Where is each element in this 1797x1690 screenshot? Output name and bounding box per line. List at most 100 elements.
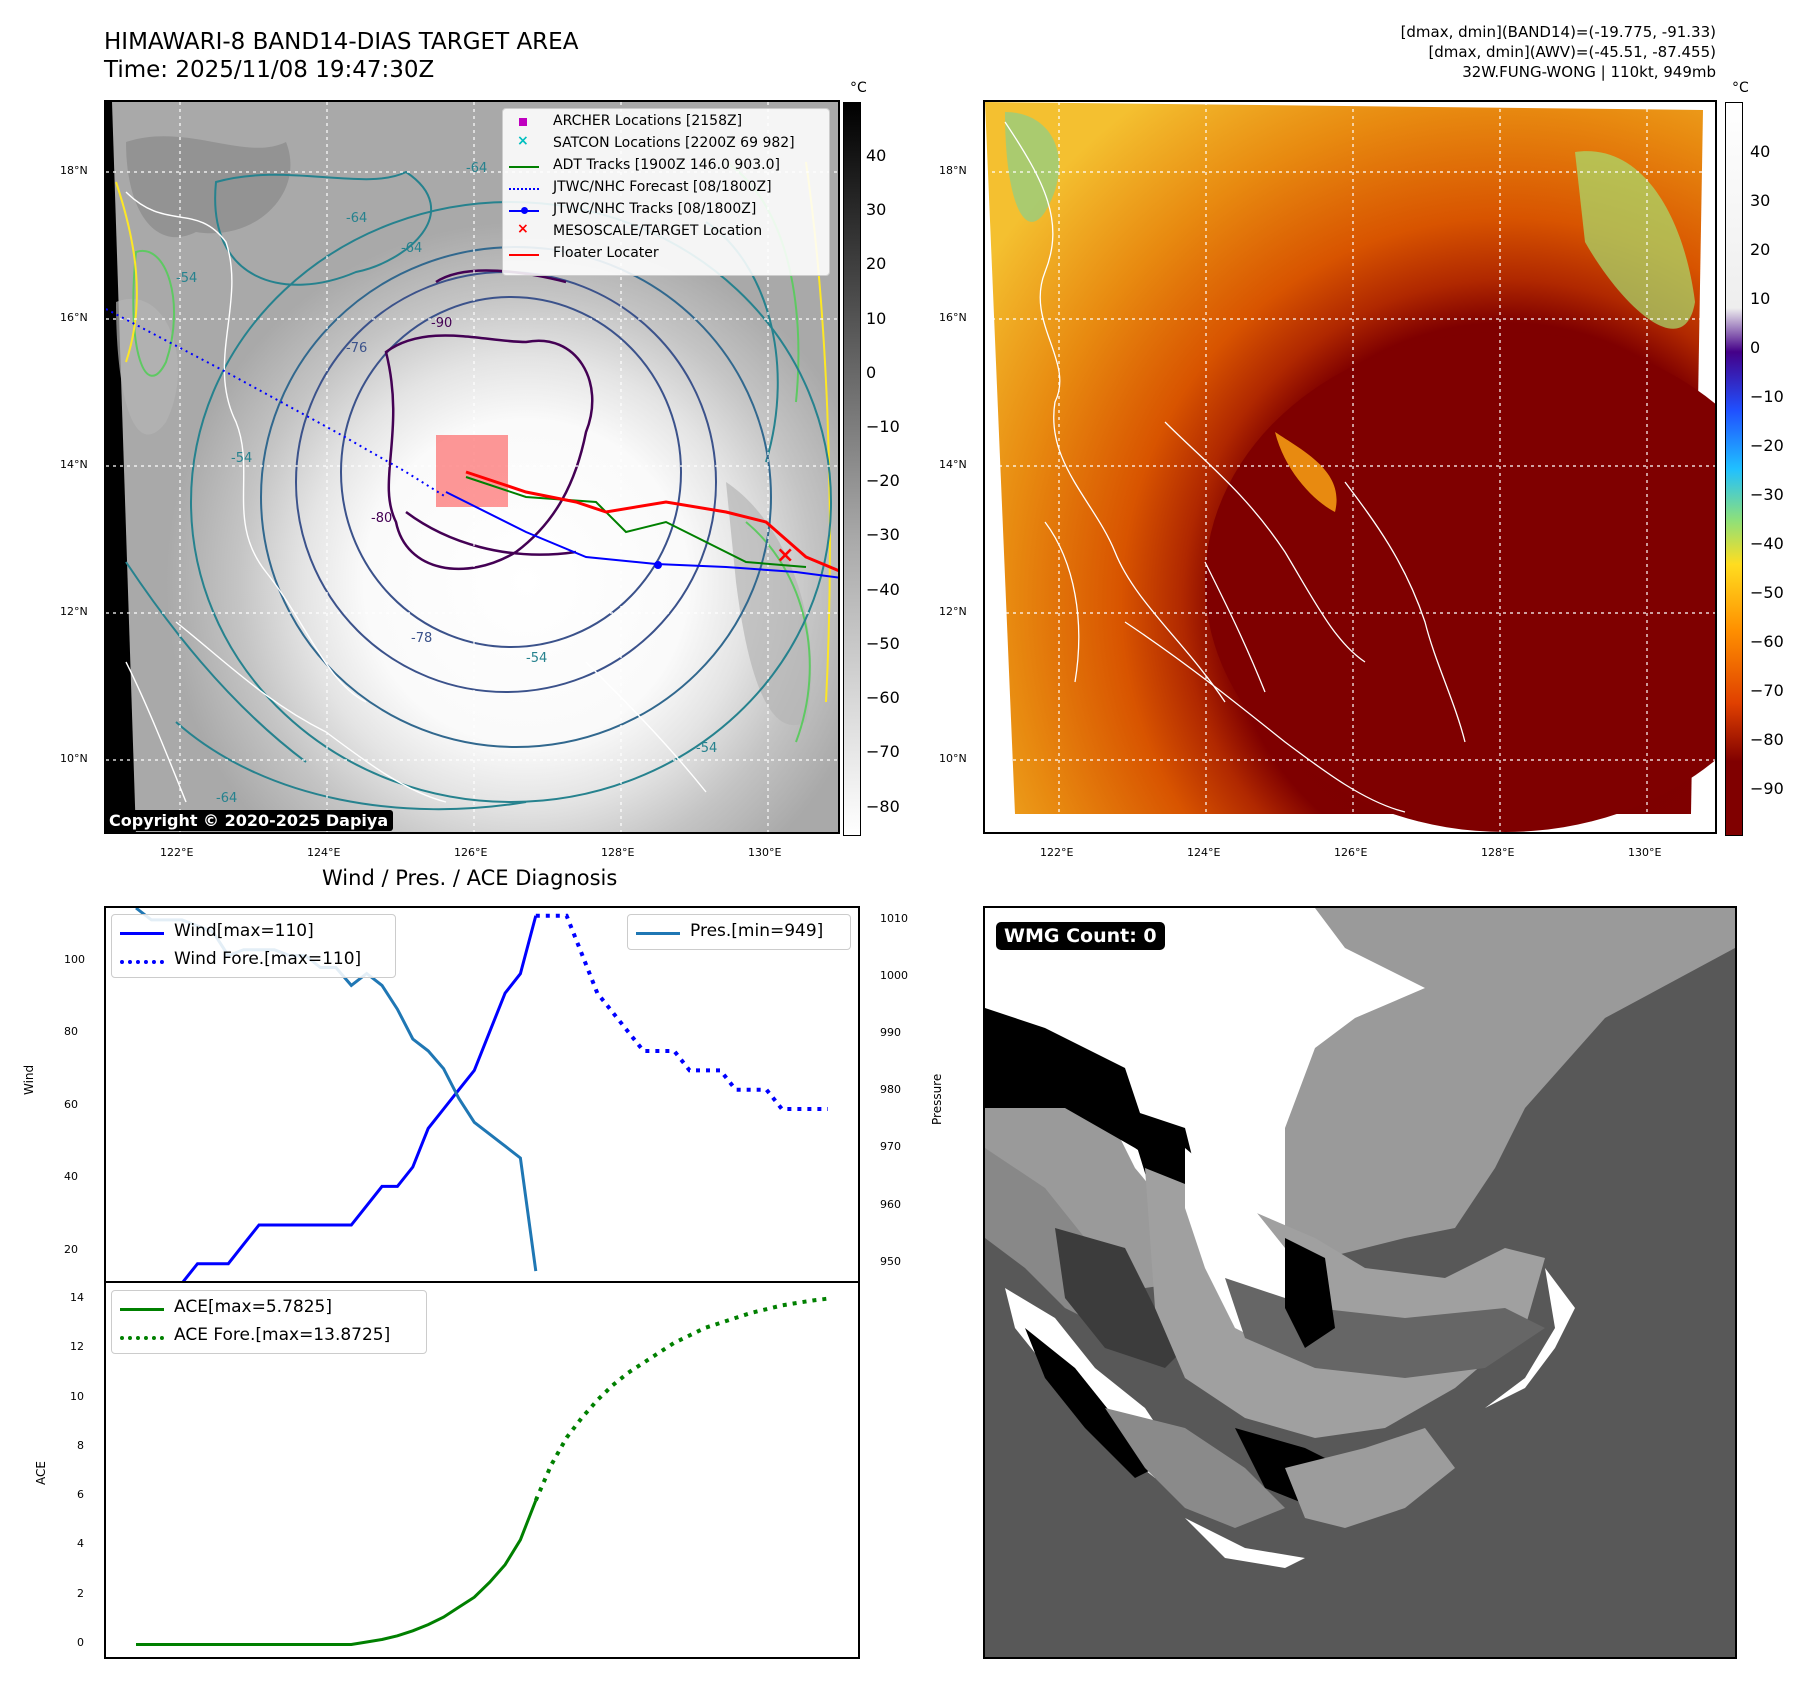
lat-tick: 12°N [939, 605, 967, 618]
awv-map-image [985, 102, 1715, 832]
pressure-tick: 1010 [880, 912, 908, 925]
lon-tick: 128°E [601, 846, 635, 859]
ace-forecast-line [533, 1296, 829, 1502]
adt-track [465, 476, 807, 568]
ace-tick: 4 [77, 1537, 84, 1550]
colorbar-unit: °C [850, 80, 867, 96]
lon-tick: 122°E [1040, 846, 1074, 859]
contour-label: -54 [526, 651, 547, 666]
ace-tick: 0 [77, 1636, 84, 1649]
colorbar-tick: 30 [866, 200, 887, 219]
contour-label: -54 [231, 451, 252, 466]
pressure-axis-label: Pressure [930, 1073, 944, 1125]
colorbar-tick: 40 [1750, 142, 1771, 161]
info-line-1: [dmax, dmin](BAND14)=(-19.775, -91.33) [1400, 23, 1716, 41]
ace-tick: 10 [70, 1390, 84, 1403]
lat-tick: 16°N [939, 311, 967, 324]
lat-tick: 14°N [60, 458, 88, 471]
colorbar-unit: °C [1732, 80, 1749, 96]
colorbar-tick: 40 [866, 146, 887, 165]
wind-tick: 40 [64, 1170, 78, 1183]
colorbar-tick: −40 [866, 580, 900, 599]
jtwc-forecast-track [106, 308, 447, 498]
dotted-line-icon [509, 188, 539, 190]
colorbar-tick: −20 [1750, 436, 1784, 455]
copyright-label: Copyright © 2020-2025 Dapiya [104, 810, 394, 831]
colorbar-tick: 30 [1750, 191, 1771, 210]
contour-label: -80 [371, 511, 392, 526]
map-legend: ARCHER Locations [2158Z] × SATCON Locati… [502, 108, 830, 276]
ace-chart [104, 1281, 860, 1659]
colorbar-tick: 20 [866, 254, 887, 273]
title-line-2: Time: 2025/11/08 19:47:30Z [104, 57, 435, 83]
contour-label: -54 [176, 271, 197, 286]
ace-tick: 2 [77, 1587, 84, 1600]
wmg-count-badge: WMG Count: 0 [996, 922, 1165, 950]
colorbar-tick: −70 [1750, 681, 1784, 700]
figure-title: HIMAWARI-8 BAND14-DIAS TARGET AREA Time:… [104, 28, 578, 84]
info-line-3: 32W.FUNG-WONG | 110kt, 949mb [1462, 63, 1716, 81]
ace-legend: ACE[max=5.7825] ACE Fore.[max=13.8725] [111, 1290, 427, 1354]
colorbar-tick: −70 [866, 742, 900, 761]
pressure-tick: 980 [880, 1083, 901, 1096]
ace-series-line [136, 1499, 538, 1646]
wind-tick: 60 [64, 1098, 78, 1111]
lat-tick: 18°N [60, 164, 88, 177]
title-line-1: HIMAWARI-8 BAND14-DIAS TARGET AREA [104, 29, 579, 55]
colorbar-tick: −50 [1750, 583, 1784, 602]
info-line-2: [dmax, dmin](AWV)=(-45.51, -87.455) [1428, 43, 1716, 61]
lon-tick: 126°E [454, 846, 488, 859]
ace-tick: 8 [77, 1439, 84, 1452]
lat-tick: 18°N [939, 164, 967, 177]
colorbar-tick: −20 [866, 471, 900, 490]
colorbar-tick: 10 [866, 309, 887, 328]
colorbar-tick: −10 [1750, 387, 1784, 406]
colorbar-tick: 10 [1750, 289, 1771, 308]
wind-series-line [136, 915, 538, 1285]
dotted-line-icon [120, 960, 164, 964]
lon-tick: 122°E [160, 846, 194, 859]
colorbar-tick: −50 [866, 634, 900, 653]
colorbar-tick: −30 [866, 525, 900, 544]
ace-tick: 14 [70, 1291, 84, 1304]
colorbar-tick: −30 [1750, 485, 1784, 504]
lat-tick: 10°N [60, 752, 88, 765]
contour-label: -64 [401, 241, 422, 256]
lat-tick: 14°N [939, 458, 967, 471]
lon-tick: 124°E [307, 846, 341, 859]
line-marker-icon [509, 254, 539, 256]
colorbar-tick: −10 [866, 417, 900, 436]
pressure-tick: 970 [880, 1140, 901, 1153]
pressure-tick: 990 [880, 1026, 901, 1039]
lat-tick: 10°N [939, 752, 967, 765]
contour-label: -76 [346, 341, 367, 356]
ace-axis-label: ACE [34, 1461, 48, 1485]
wind-axis-label: Wind [22, 1064, 36, 1095]
storm-info: [dmax, dmin](BAND14)=(-19.775, -91.33) [… [1401, 22, 1716, 82]
colorbar-tick: −40 [1750, 534, 1784, 553]
contour-label: -78 [411, 631, 432, 646]
wind-tick: 20 [64, 1243, 78, 1256]
solid-line-icon [120, 1308, 164, 1311]
svg-text:×: × [776, 543, 794, 568]
ace-tick: 6 [77, 1488, 84, 1501]
pressure-legend: Pres.[min=949] [627, 914, 851, 950]
wind-forecast-line [535, 913, 828, 1111]
lon-tick: 126°E [1334, 846, 1368, 859]
colorbar-tick: 0 [866, 363, 877, 382]
lat-tick: 12°N [60, 605, 88, 618]
solid-line-icon [120, 932, 164, 935]
lon-tick: 124°E [1187, 846, 1221, 859]
ace-tick: 12 [70, 1340, 84, 1353]
contour-label: -90 [431, 316, 452, 331]
x-marker-icon: × [517, 221, 529, 237]
pressure-tick: 1000 [880, 969, 908, 982]
contour-label: -64 [466, 161, 487, 176]
solid-line-icon [636, 932, 680, 935]
colorbar-tick: −60 [866, 688, 900, 707]
lat-tick: 16°N [60, 311, 88, 324]
colorbar-tick: −60 [1750, 632, 1784, 651]
diagnosis-title: Wind / Pres. / ACE Diagnosis [322, 866, 618, 890]
wmg-image [985, 908, 1735, 1657]
colorbar-tick: 20 [1750, 240, 1771, 259]
